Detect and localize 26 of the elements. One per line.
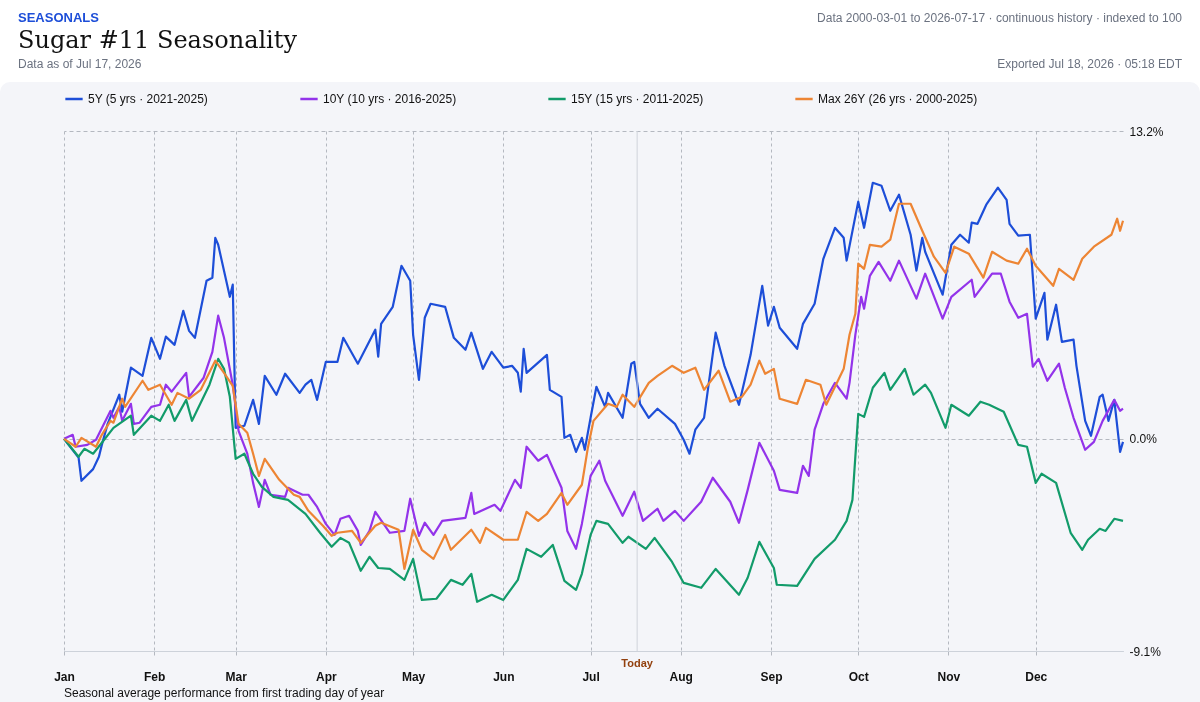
x-tick-label: Nov	[937, 669, 961, 684]
x-tick-label: Mar	[225, 669, 248, 684]
x-tick-label: Feb	[144, 669, 166, 684]
legend-label: 5Y (5 yrs · 2021-2025)	[88, 92, 208, 106]
x-tick-label: May	[401, 669, 426, 684]
x-tick-label: Jun	[493, 669, 515, 684]
y-tick-label: 13.2%	[1129, 124, 1164, 139]
legend-label: 15Y (15 yrs · 2011-2025)	[571, 92, 704, 106]
text: Seasonal average performance from first trading day of year	[64, 686, 385, 700]
y-tick-label: -9.1%	[1129, 644, 1162, 659]
ref-line-label: Today	[621, 657, 654, 669]
x-tick-label: Oct	[848, 669, 869, 684]
text: SEASONALS	[18, 10, 99, 25]
x-tick-label: Apr	[316, 669, 337, 684]
chart-subtitle: Data as of Jul 17, 2026	[18, 57, 142, 71]
x-tick-label: Sep	[760, 669, 783, 684]
text: Data 2000-03-01 to 2026-07-17 · continuous history · indexed to 100	[817, 11, 1182, 25]
x-tick-label: Jan	[54, 669, 75, 684]
x-tick-label: Aug	[669, 669, 693, 684]
legend-label: 10Y (10 yrs · 2016-2025)	[323, 92, 457, 106]
chart-title: Sugar #11 Seasonality	[18, 26, 297, 54]
legend-label: Max 26Y (26 yrs · 2000-2025)	[818, 92, 978, 106]
text: Exported Jul 18, 2026 · 05:18 EDT	[997, 57, 1182, 71]
x-tick-label: Jul	[582, 669, 600, 684]
x-tick-label: Dec	[1025, 669, 1048, 684]
y-tick-label: 0.0%	[1129, 432, 1158, 447]
